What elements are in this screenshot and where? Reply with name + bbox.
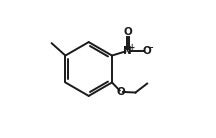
Text: +: + (128, 43, 134, 52)
Text: N: N (124, 46, 132, 56)
Text: O: O (124, 27, 132, 37)
Text: −: − (146, 43, 153, 52)
Text: O: O (142, 46, 151, 56)
Text: O: O (117, 87, 125, 97)
